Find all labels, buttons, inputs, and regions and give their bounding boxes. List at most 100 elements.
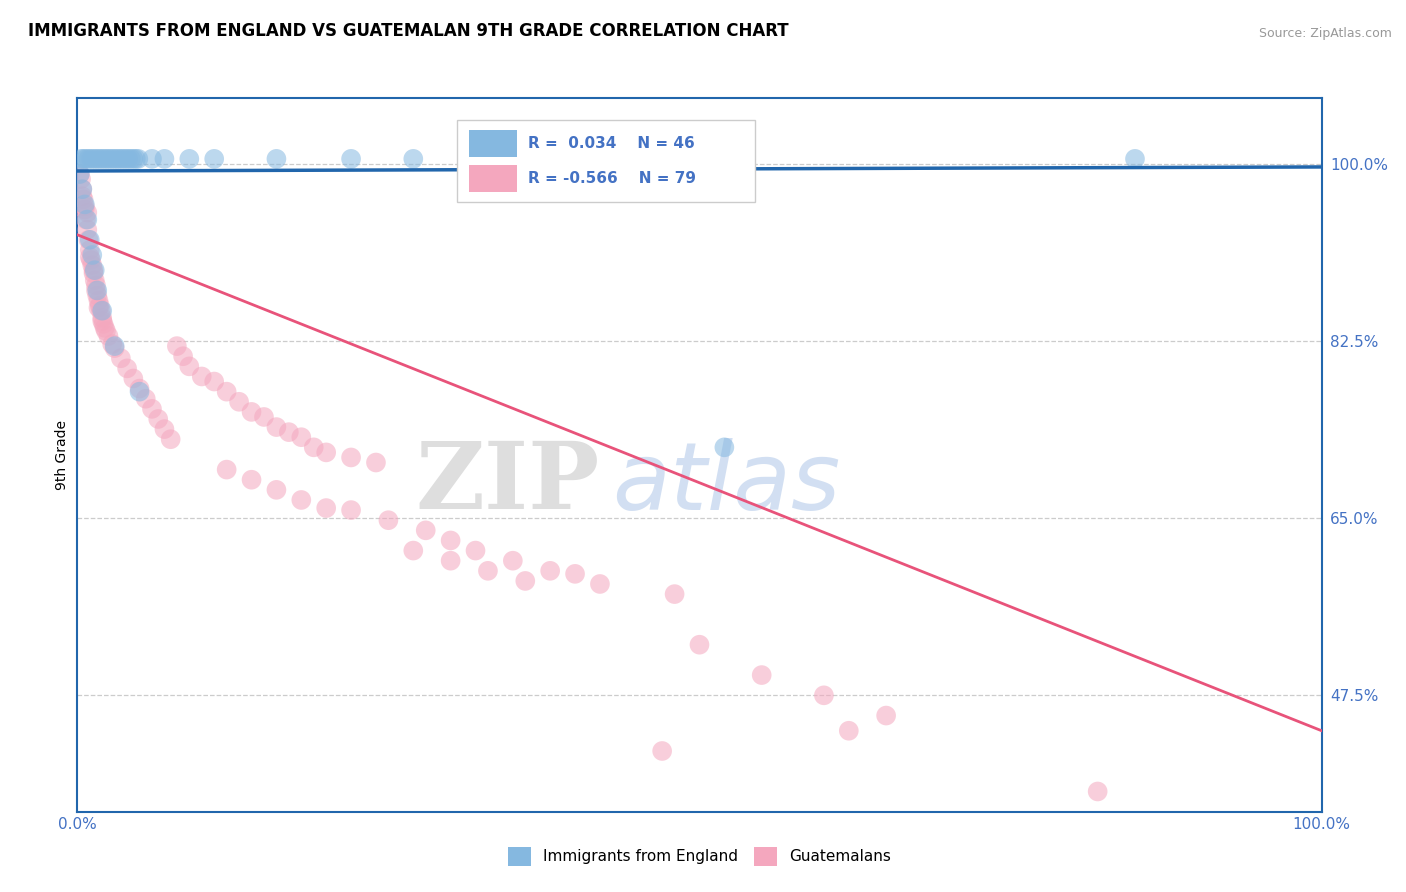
Legend: Immigrants from England, Guatemalans: Immigrants from England, Guatemalans (502, 841, 897, 871)
Point (402, 152, 425, 166)
Point (340, 450, 363, 465)
Point (179, 359, 201, 374)
Point (97, 329, 120, 343)
Point (79, 233, 101, 247)
Point (440, 554, 463, 568)
Point (1123, 152, 1146, 166)
Point (377, 513, 399, 527)
Point (76, 223, 98, 237)
Point (538, 152, 561, 166)
Point (112, 152, 135, 166)
Point (94, 324, 117, 338)
Point (94, 152, 117, 166)
Point (664, 587, 686, 601)
Point (1087, 784, 1109, 798)
Point (838, 723, 860, 738)
Point (875, 708, 897, 723)
Point (72, 182, 94, 196)
Point (79, 250, 101, 264)
Point (97, 152, 120, 166)
Point (104, 339, 127, 353)
Point (80, 253, 103, 268)
Point (90, 152, 112, 166)
Point (153, 422, 176, 436)
Point (215, 384, 238, 399)
Point (69, 167, 91, 181)
Point (72, 189, 94, 203)
Point (364, 456, 387, 470)
Point (73, 199, 96, 213)
Point (153, 152, 176, 166)
Point (240, 473, 263, 487)
Point (72, 152, 94, 166)
Point (166, 339, 188, 353)
Point (564, 566, 586, 581)
Point (77, 233, 100, 247)
Point (589, 577, 612, 591)
Point (228, 394, 250, 409)
Point (477, 152, 499, 166)
Point (110, 351, 132, 366)
Point (191, 369, 214, 384)
Point (70, 172, 93, 186)
Text: ZIP: ZIP (416, 439, 600, 528)
Point (713, 440, 735, 454)
Point (91, 303, 114, 318)
Point (110, 152, 132, 166)
Point (83, 263, 105, 277)
Point (689, 638, 711, 652)
Point (315, 501, 337, 516)
Point (179, 152, 201, 166)
Point (115, 152, 138, 166)
Point (122, 152, 145, 166)
Point (104, 341, 127, 355)
Point (82, 248, 104, 262)
Point (125, 152, 148, 166)
Point (86, 288, 108, 302)
Point (70, 152, 93, 166)
FancyBboxPatch shape (457, 120, 755, 202)
Text: R = -0.566    N = 79: R = -0.566 N = 79 (527, 170, 696, 186)
Point (135, 392, 157, 406)
Point (215, 462, 238, 476)
Text: atlas: atlas (613, 438, 841, 529)
Point (117, 152, 139, 166)
Point (202, 152, 225, 166)
Point (77, 152, 100, 166)
Point (91, 310, 114, 325)
Point (120, 152, 142, 166)
Point (172, 349, 194, 363)
Point (93, 317, 115, 331)
FancyBboxPatch shape (470, 165, 516, 193)
Point (122, 371, 145, 385)
Point (464, 543, 486, 558)
Point (83, 273, 105, 287)
Point (82, 258, 104, 272)
Point (75, 212, 97, 227)
Point (477, 564, 499, 578)
Y-axis label: 9th Grade: 9th Grade (55, 420, 69, 490)
Text: R =  0.034    N = 46: R = 0.034 N = 46 (527, 136, 695, 151)
Point (266, 420, 288, 434)
Point (104, 152, 127, 166)
Point (240, 405, 263, 419)
Point (83, 266, 105, 280)
Point (141, 401, 163, 416)
Point (76, 212, 98, 227)
Point (340, 152, 363, 166)
Point (93, 152, 115, 166)
Point (80, 152, 103, 166)
Text: Source: ZipAtlas.com: Source: ZipAtlas.com (1258, 27, 1392, 40)
Text: IMMIGRANTS FROM ENGLAND VS GUATEMALAN 9TH GRADE CORRELATION CHART: IMMIGRANTS FROM ENGLAND VS GUATEMALAN 9T… (28, 22, 789, 40)
Point (340, 503, 363, 517)
Point (107, 152, 129, 166)
Point (813, 689, 835, 703)
Point (84, 284, 107, 298)
Point (502, 554, 524, 568)
Point (87, 301, 110, 315)
Point (79, 243, 101, 257)
Point (751, 668, 773, 682)
Point (93, 321, 115, 335)
Point (72, 182, 94, 196)
Point (72, 192, 94, 206)
